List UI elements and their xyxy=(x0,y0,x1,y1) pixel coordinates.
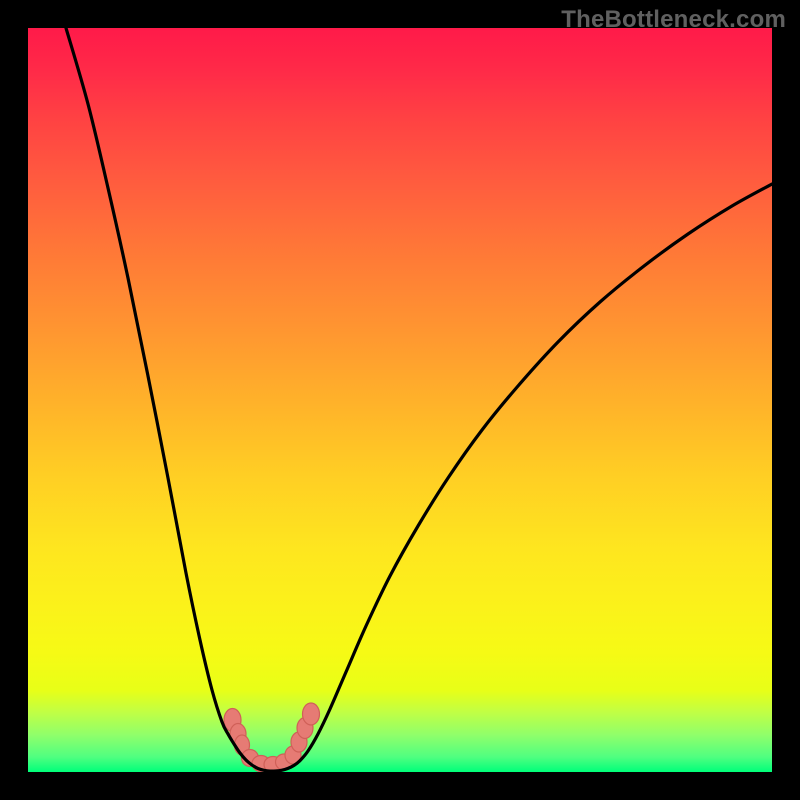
chart-plot-area xyxy=(28,28,772,772)
curve-marker xyxy=(303,703,320,725)
chart-svg xyxy=(28,28,772,772)
marker-group xyxy=(224,703,320,772)
bottleneck-curve xyxy=(66,28,772,771)
watermark-text: TheBottleneck.com xyxy=(561,6,786,34)
